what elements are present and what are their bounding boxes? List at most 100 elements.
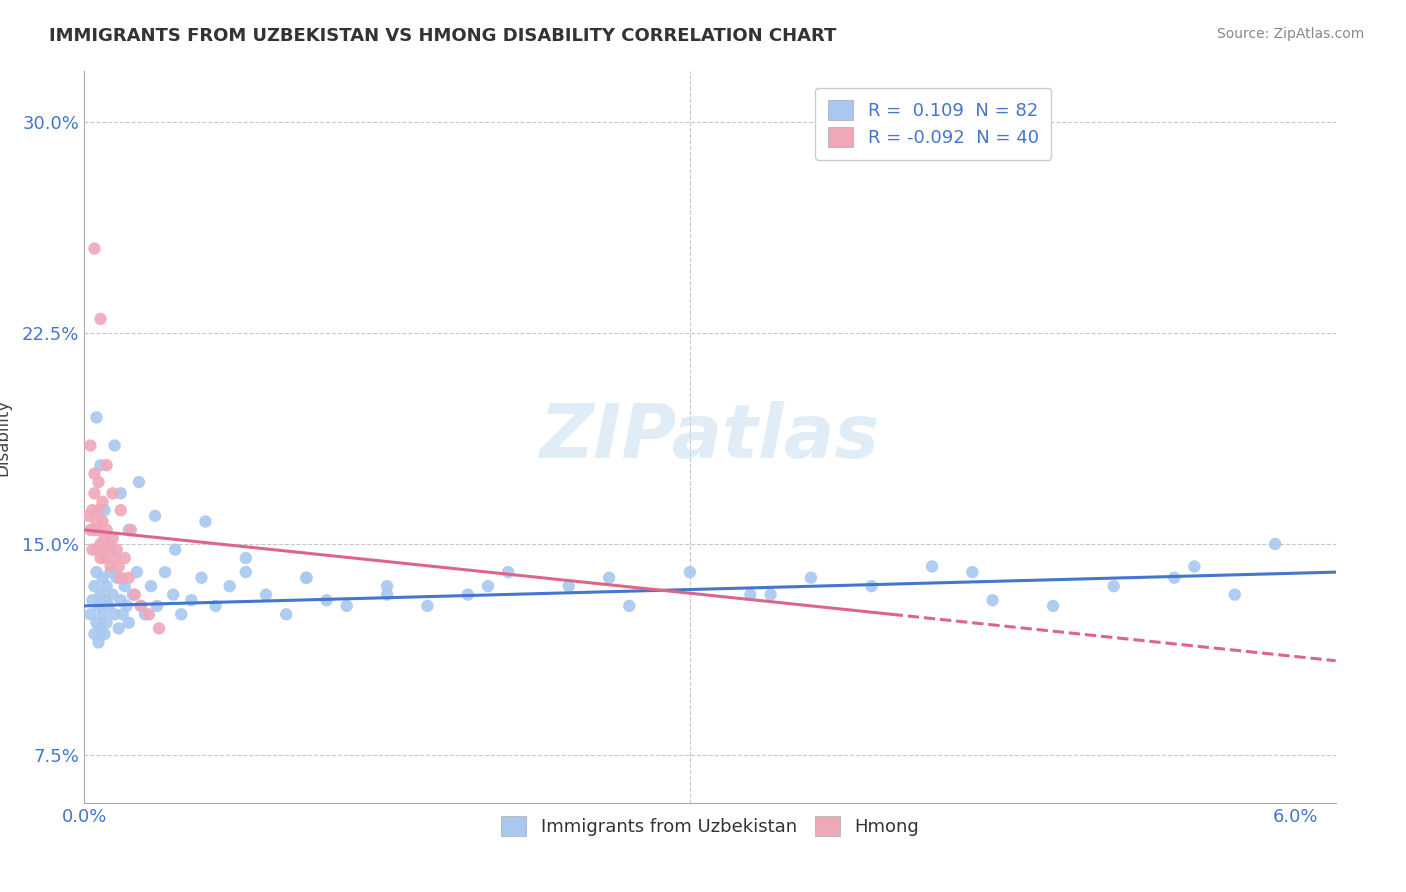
Point [87, 475, 110, 489]
Point [101, 532, 124, 546]
Point [235, 551, 257, 566]
Legend: Immigrants from Uzbekistan, Hmong: Immigrants from Uzbekistan, Hmong [488, 804, 932, 848]
Point [86, 565, 108, 579]
Point [218, 579, 240, 593]
Point [118, 523, 141, 537]
Point [97, 537, 120, 551]
Point [111, 607, 134, 622]
Point [100, 559, 122, 574]
Point [83, 579, 105, 593]
Point [124, 588, 146, 602]
Point [315, 593, 337, 607]
Point [97, 542, 120, 557]
Point [79, 438, 101, 452]
Point [336, 599, 359, 613]
Text: IMMIGRANTS FROM UZBEKISTAN VS HMONG DISABILITY CORRELATION CHART: IMMIGRANTS FROM UZBEKISTAN VS HMONG DISA… [49, 27, 837, 45]
Point [416, 599, 439, 613]
Point [82, 503, 104, 517]
Point [86, 542, 108, 557]
Point [82, 593, 104, 607]
Point [114, 551, 136, 566]
Point [146, 599, 169, 613]
Point [93, 627, 115, 641]
Point [83, 486, 105, 500]
Point [89, 458, 111, 473]
Point [162, 588, 184, 602]
Point [105, 542, 128, 557]
Point [104, 438, 127, 452]
Point [921, 559, 943, 574]
Point [1163, 571, 1185, 585]
Point [93, 503, 115, 517]
Point [190, 571, 212, 585]
Point [83, 242, 105, 256]
Point [87, 635, 110, 649]
Point [139, 579, 162, 593]
Point [97, 599, 120, 613]
Point [96, 523, 118, 537]
Point [375, 588, 398, 602]
Point [860, 579, 883, 593]
Point [254, 588, 277, 602]
Point [82, 542, 104, 557]
Point [598, 571, 620, 585]
Point [143, 508, 166, 523]
Point [740, 588, 762, 602]
Point [96, 458, 118, 473]
Point [110, 503, 132, 517]
Point [89, 621, 111, 635]
Point [120, 523, 142, 537]
Point [104, 551, 127, 566]
Point [477, 579, 499, 593]
Point [105, 571, 128, 585]
Point [83, 467, 105, 481]
Point [194, 515, 217, 529]
Point [87, 503, 110, 517]
Point [118, 615, 141, 630]
Point [96, 579, 118, 593]
Point [558, 579, 581, 593]
Point [457, 588, 479, 602]
Point [138, 607, 160, 622]
Point [86, 515, 108, 529]
Point [981, 593, 1004, 607]
Point [91, 542, 114, 557]
Point [1264, 537, 1286, 551]
Point [79, 523, 101, 537]
Point [96, 615, 118, 630]
Point [77, 508, 100, 523]
Point [91, 607, 114, 622]
Point [962, 565, 984, 579]
Point [107, 559, 129, 574]
Point [89, 588, 111, 602]
Point [110, 486, 132, 500]
Text: ZIPatlas: ZIPatlas [540, 401, 880, 474]
Point [1102, 579, 1125, 593]
Point [295, 571, 318, 585]
Point [114, 579, 136, 593]
Point [101, 486, 124, 500]
Point [235, 565, 257, 579]
Point [89, 551, 111, 566]
Point [83, 627, 105, 641]
Y-axis label: Disability: Disability [0, 399, 11, 475]
Point [1184, 559, 1206, 574]
Point [800, 571, 823, 585]
Point [93, 551, 115, 566]
Point [91, 515, 114, 529]
Point [91, 571, 114, 585]
Point [93, 593, 115, 607]
Point [121, 588, 143, 602]
Point [170, 607, 193, 622]
Point [204, 599, 226, 613]
Point [128, 475, 150, 489]
Point [79, 607, 101, 622]
Point [295, 571, 318, 585]
Point [1042, 599, 1064, 613]
Point [86, 410, 108, 425]
Point [129, 599, 152, 613]
Point [165, 542, 187, 557]
Point [100, 565, 122, 579]
Point [153, 565, 176, 579]
Point [375, 579, 398, 593]
